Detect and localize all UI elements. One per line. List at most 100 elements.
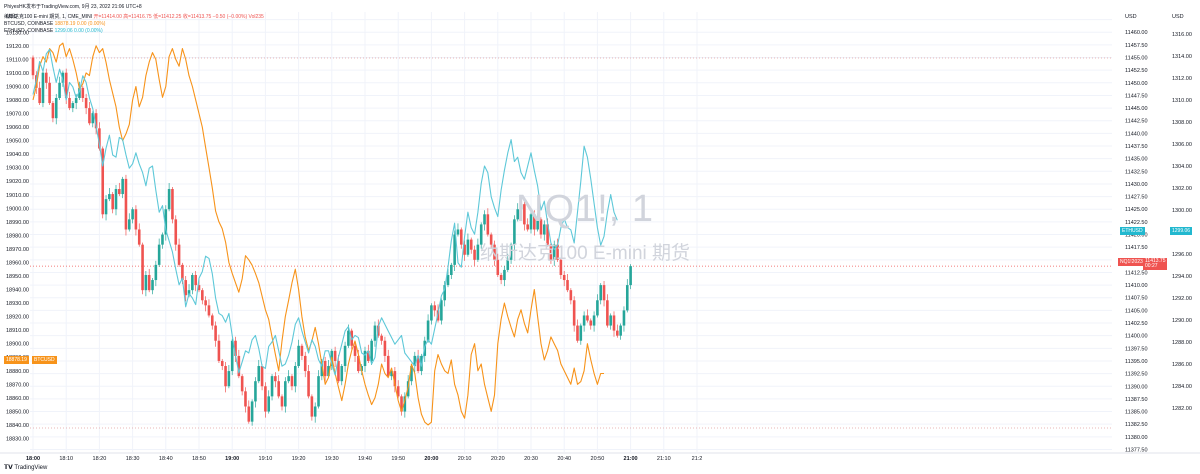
candle[interactable] (453, 230, 456, 271)
candle[interactable] (303, 351, 307, 378)
candle[interactable] (247, 400, 251, 424)
candle[interactable] (496, 253, 500, 278)
candle[interactable] (144, 270, 148, 297)
candle[interactable] (582, 311, 586, 332)
candle[interactable] (483, 210, 486, 231)
candle[interactable] (51, 101, 55, 123)
candle[interactable] (134, 205, 138, 236)
candle[interactable] (529, 212, 533, 234)
candle[interactable] (367, 344, 370, 363)
legend-eth[interactable]: ETHUSD, COINBASE 1299.06 0.00 (0.00%) (4, 28, 103, 34)
candle[interactable] (486, 208, 490, 237)
candle[interactable] (390, 369, 393, 381)
candle[interactable] (533, 210, 536, 236)
candle[interactable] (466, 233, 470, 257)
left-price-axis[interactable]: USD 19130.00 19120.00 19110.00 19100.00 19090… (6, 14, 29, 442)
candle[interactable] (499, 272, 503, 285)
candle[interactable] (240, 374, 244, 396)
candle[interactable] (88, 102, 91, 126)
candle[interactable] (118, 182, 121, 197)
candle[interactable] (84, 93, 88, 115)
candle[interactable] (446, 268, 450, 288)
candle[interactable] (536, 213, 539, 232)
candle[interactable] (54, 93, 58, 125)
candle[interactable] (426, 314, 430, 343)
candle[interactable] (290, 374, 294, 391)
candle[interactable] (489, 232, 493, 249)
legend-btc[interactable]: BTCUSD, COINBASE 18878.19 0.00 (0.00%) (4, 21, 105, 27)
candle[interactable] (459, 227, 463, 249)
time-axis[interactable]: 18:00 18:10 18:20 18:30 18:40 18:50 19:00 19:10… (0, 452, 1200, 462)
candle[interactable] (194, 270, 197, 292)
candle[interactable] (220, 358, 224, 371)
candle[interactable] (164, 205, 168, 241)
candle[interactable] (101, 146, 105, 219)
candle[interactable] (513, 215, 516, 251)
candle[interactable] (131, 207, 134, 224)
candle[interactable] (433, 301, 437, 317)
candle[interactable] (493, 240, 496, 266)
candle[interactable] (450, 262, 453, 280)
candle[interactable] (230, 338, 234, 376)
candle[interactable] (300, 343, 304, 360)
candle[interactable] (191, 272, 194, 295)
candle[interactable] (237, 349, 241, 379)
candle[interactable] (217, 334, 221, 363)
candle[interactable] (210, 313, 214, 330)
candle[interactable] (41, 70, 45, 108)
candle[interactable] (124, 174, 128, 236)
candle[interactable] (523, 200, 526, 231)
candle[interactable] (307, 365, 310, 399)
candle[interactable] (91, 111, 95, 128)
candle[interactable] (297, 339, 300, 369)
candle[interactable] (579, 323, 583, 345)
candle[interactable] (244, 387, 247, 413)
candle[interactable] (559, 257, 563, 280)
btc-series[interactable] (32, 42, 604, 426)
candle[interactable] (476, 238, 480, 262)
candle[interactable] (576, 319, 579, 343)
tradingview-logo[interactable]: 𝗧𝗩 TradingView (4, 465, 48, 471)
candle[interactable] (562, 270, 566, 287)
candle[interactable] (373, 321, 377, 347)
candle[interactable] (596, 294, 599, 318)
candle[interactable] (201, 288, 204, 305)
candle[interactable] (270, 374, 274, 401)
candle[interactable] (31, 55, 35, 80)
candle[interactable] (370, 338, 373, 366)
candle[interactable] (71, 101, 75, 113)
candle[interactable] (137, 223, 141, 247)
candle[interactable] (606, 294, 609, 328)
candle[interactable] (519, 202, 523, 214)
candle[interactable] (147, 268, 151, 293)
candle[interactable] (111, 192, 114, 214)
candle[interactable] (167, 182, 171, 212)
candle[interactable] (114, 184, 118, 216)
candle[interactable] (260, 364, 264, 391)
candle[interactable] (612, 311, 616, 337)
candle[interactable] (340, 364, 344, 386)
candle[interactable] (108, 188, 111, 202)
right-price-axis-eth[interactable]: USD 1316.00 1314.00 1312.00 1310.00 1308.00 13… (1172, 14, 1192, 412)
candle[interactable] (250, 399, 254, 426)
candle[interactable] (257, 359, 261, 384)
candle[interactable] (121, 176, 124, 199)
candle[interactable] (214, 321, 217, 347)
candle[interactable] (396, 380, 400, 399)
candle[interactable] (443, 281, 446, 307)
candle[interactable] (506, 253, 510, 272)
candle[interactable] (287, 370, 290, 384)
candle[interactable] (552, 240, 556, 266)
candle[interactable] (224, 361, 227, 393)
candle[interactable] (549, 242, 553, 264)
candle[interactable] (310, 394, 314, 421)
candle[interactable] (68, 91, 71, 111)
candle[interactable] (440, 298, 443, 325)
candle[interactable] (586, 309, 589, 323)
candle[interactable] (353, 341, 357, 362)
candle[interactable] (629, 264, 632, 290)
candle[interactable] (602, 281, 606, 307)
candle[interactable] (622, 306, 626, 332)
candle[interactable] (416, 349, 420, 374)
